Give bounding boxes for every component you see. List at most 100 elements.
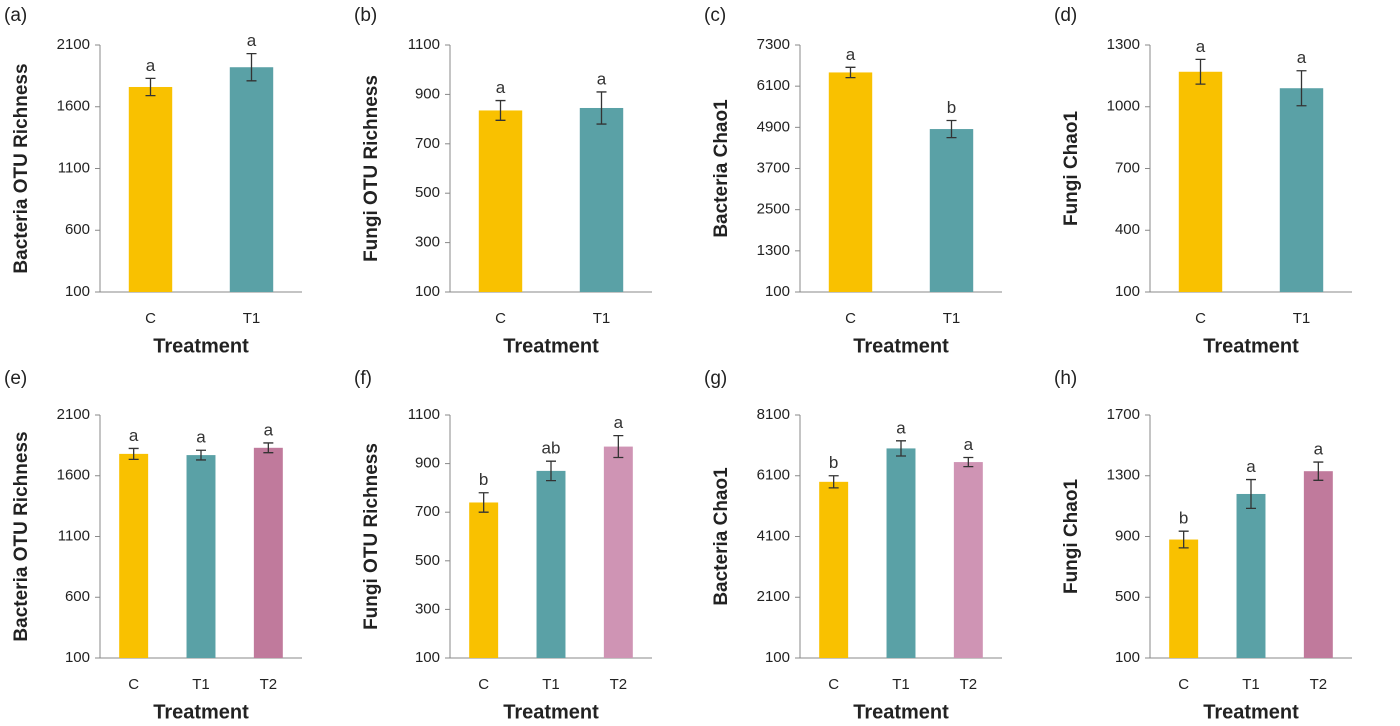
- bar: [1169, 539, 1199, 658]
- panel-label: (a): [4, 5, 27, 26]
- significance-letter: a: [146, 56, 156, 75]
- y-axis-label: Bacteria Chao1: [711, 467, 732, 606]
- panel-label: (h): [1054, 368, 1077, 389]
- y-tick-label: 100: [415, 649, 440, 666]
- error-bar: [196, 449, 206, 461]
- bar: [953, 462, 983, 658]
- significance-letter: a: [964, 435, 974, 454]
- significance-letter: a: [1246, 457, 1256, 476]
- x-tick-label: C: [845, 310, 856, 327]
- significance-letter: b: [1179, 509, 1188, 528]
- error-bar: [478, 492, 489, 513]
- y-tick-label: 2100: [57, 406, 90, 423]
- x-tick-label: T2: [960, 676, 978, 693]
- error-bar: [1178, 530, 1189, 549]
- panel-label: (f): [354, 368, 372, 389]
- x-axis-label: Treatment: [853, 335, 949, 357]
- y-tick-label: 4100: [757, 527, 790, 544]
- panel: (a) Bacteria OTU Richness Treatment 100 600 1…: [4, 5, 302, 357]
- x-tick-label: C: [145, 310, 156, 327]
- significance-letter: b: [947, 98, 956, 117]
- y-tick-label: 700: [415, 135, 440, 152]
- y-tick-label: 1000: [1107, 98, 1140, 115]
- y-tick-label: 400: [1115, 221, 1140, 238]
- significance-letter: a: [496, 78, 506, 97]
- panel-label: (g): [704, 368, 727, 389]
- x-tick-label: T1: [542, 676, 560, 693]
- significance-letter: a: [264, 420, 274, 439]
- y-tick-label: 900: [415, 85, 440, 102]
- error-bar: [896, 440, 906, 457]
- x-tick-label: T1: [593, 310, 611, 327]
- bar: [1303, 471, 1333, 658]
- y-tick-label: 100: [765, 649, 790, 666]
- y-tick-label: 1300: [757, 242, 790, 259]
- error-bar: [596, 91, 607, 125]
- significance-letter: a: [614, 413, 624, 432]
- error-bar: [246, 52, 257, 82]
- error-bar: [263, 442, 274, 454]
- y-tick-label: 100: [1115, 649, 1140, 666]
- x-tick-label: T1: [892, 676, 910, 693]
- significance-letter: a: [129, 426, 139, 445]
- x-tick-label: C: [828, 676, 839, 693]
- panel-label: (e): [4, 368, 27, 389]
- significance-letter: a: [896, 418, 906, 437]
- significance-letter: a: [1314, 440, 1324, 459]
- x-axis-label: Treatment: [503, 701, 599, 723]
- error-bar: [828, 475, 839, 489]
- bar: [119, 453, 149, 658]
- y-tick-label: 1300: [1107, 36, 1140, 53]
- significance-letter: ab: [542, 439, 561, 458]
- panel-label: (b): [354, 5, 377, 26]
- x-tick-label: T1: [192, 676, 210, 693]
- y-tick-label: 100: [65, 649, 90, 666]
- y-tick-label: 500: [415, 552, 440, 569]
- bar: [1279, 88, 1324, 292]
- error-bar: [546, 460, 556, 482]
- x-tick-label: C: [495, 310, 506, 327]
- x-axis-label: Treatment: [153, 335, 249, 357]
- bar: [886, 448, 916, 658]
- y-axis-label: Fungi OTU Richness: [361, 75, 382, 262]
- bar: [536, 470, 566, 658]
- panel: (b) Fungi OTU Richness Treatment 100 300 500 7…: [354, 5, 652, 357]
- y-tick-label: 1100: [58, 527, 90, 544]
- panel: (g) Bacteria Chao1 Treatment 100 2100 4100 610…: [704, 368, 1002, 723]
- error-bar: [1246, 478, 1256, 510]
- y-tick-label: 300: [415, 234, 440, 251]
- bar: [929, 129, 974, 292]
- error-bar: [963, 456, 974, 468]
- x-tick-label: T1: [243, 310, 261, 327]
- x-tick-label: T1: [943, 310, 961, 327]
- significance-letter: a: [846, 45, 856, 64]
- y-axis-label: Bacteria OTU Richness: [11, 63, 32, 273]
- panel: (e) Bacteria OTU Richness Treatment 100 600 1…: [4, 368, 302, 723]
- error-bar: [1296, 70, 1307, 107]
- x-tick-label: C: [1178, 676, 1189, 693]
- y-tick-label: 6100: [757, 467, 790, 484]
- y-tick-label: 1700: [1107, 406, 1140, 423]
- error-bar: [495, 99, 506, 121]
- y-tick-label: 4900: [757, 118, 790, 135]
- x-tick-label: T2: [610, 676, 628, 693]
- y-tick-label: 1600: [57, 98, 90, 115]
- bar: [603, 446, 633, 658]
- y-tick-label: 8100: [757, 406, 790, 423]
- y-tick-label: 300: [415, 600, 440, 617]
- bar: [253, 447, 283, 658]
- y-tick-label: 100: [1115, 283, 1140, 300]
- x-axis-label: Treatment: [853, 701, 949, 723]
- error-bar: [145, 77, 156, 97]
- bar: [819, 481, 849, 658]
- y-tick-label: 1100: [58, 159, 90, 176]
- x-tick-label: T1: [1242, 676, 1260, 693]
- y-tick-label: 900: [1115, 527, 1140, 544]
- error-bar: [845, 66, 856, 79]
- panel-label: (d): [1054, 5, 1077, 26]
- y-tick-label: 500: [415, 184, 440, 201]
- y-tick-label: 1100: [408, 36, 440, 53]
- y-tick-label: 1600: [57, 467, 90, 484]
- y-tick-label: 700: [415, 503, 440, 520]
- y-axis-label: Fungi OTU Richness: [361, 443, 382, 630]
